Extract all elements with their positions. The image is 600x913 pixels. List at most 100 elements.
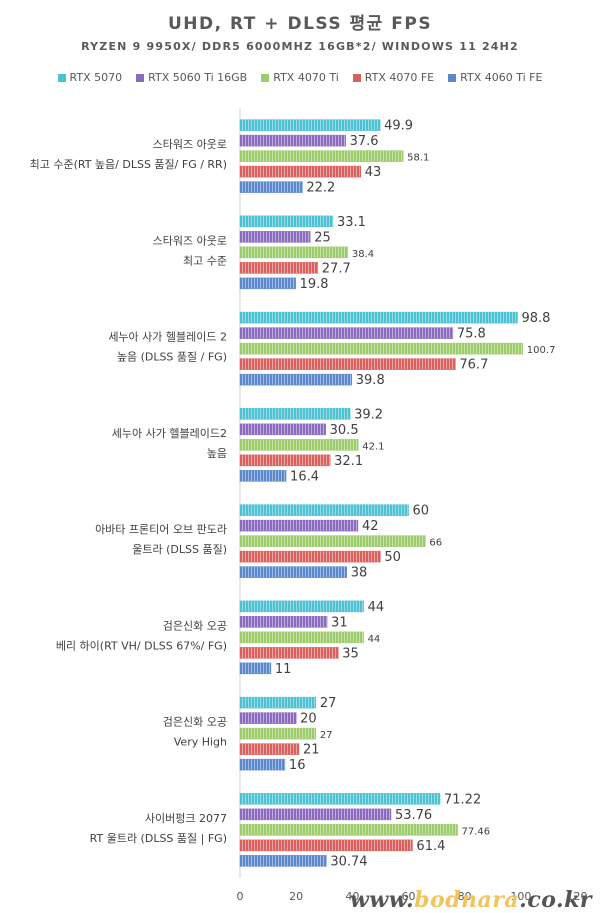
- data-label: 35: [342, 646, 359, 661]
- category-label: 사이버펑크 2077: [145, 812, 227, 825]
- bar: [239, 231, 311, 243]
- category-label: 세누아 사가 헬블레이드 2: [108, 331, 227, 344]
- legend-label: RTX 5060 Ti 16GB: [148, 71, 248, 84]
- data-label: 16: [289, 758, 306, 773]
- bar: [239, 134, 346, 147]
- data-label: 33.1: [337, 215, 366, 230]
- data-label: 30.74: [330, 854, 367, 869]
- legend-label: RTX 5070: [69, 71, 123, 84]
- bar: [239, 311, 518, 324]
- data-label: 30.5: [330, 423, 359, 438]
- legend-swatch: [57, 73, 66, 82]
- legend-swatch: [448, 73, 457, 82]
- x-tick-label: 80: [458, 890, 472, 903]
- category-label: 최고 수준: [183, 254, 227, 267]
- bar: [239, 550, 381, 563]
- bar: [239, 855, 327, 867]
- data-label: 32.1: [334, 454, 363, 469]
- legend-label: RTX 4070 FE: [364, 71, 435, 84]
- legend-swatch: [136, 73, 145, 82]
- data-label: 100.7: [527, 345, 556, 356]
- data-label: 38: [351, 566, 368, 581]
- data-label: 31: [331, 615, 348, 630]
- category-label: 울트라 (DLSS 품질): [132, 543, 227, 556]
- legend-item: RTX 4070 FE: [352, 71, 435, 84]
- data-label: 77.46: [462, 826, 491, 837]
- chart-title: UHD, RT + DLSS 평균 FPS: [167, 14, 433, 34]
- bar: [239, 824, 458, 836]
- bar: [239, 327, 454, 339]
- data-label: 50: [384, 550, 401, 565]
- data-label: 61.4: [416, 839, 445, 854]
- bar: [239, 262, 319, 274]
- legend-item: RTX 4070 Ti: [261, 71, 339, 84]
- data-label: 53.76: [395, 808, 432, 823]
- chart-subtitle: RYZEN 9 9950X/ DDR5 6000MHZ 16GB*2/ WIND…: [81, 40, 519, 53]
- data-label: 42.1: [362, 441, 384, 452]
- bar: [239, 342, 524, 355]
- bar: [239, 743, 300, 755]
- data-label: 44: [368, 634, 381, 645]
- bar: [239, 373, 353, 386]
- legend: RTX 5070 RTX 5060 Ti 16GB RTX 4070 Ti RTX 4…: [0, 71, 600, 84]
- bar: [239, 358, 456, 370]
- x-tick-label: 120: [567, 890, 588, 903]
- bar: [239, 246, 349, 259]
- legend-swatch: [352, 73, 361, 82]
- data-label: 60: [413, 504, 430, 519]
- data-label: 71.22: [444, 792, 481, 807]
- category-label: 검은신화 오공: [163, 716, 227, 729]
- data-label: 22.2: [306, 181, 335, 196]
- bar: [239, 600, 364, 613]
- legend-item: RTX 4060 Ti FE: [448, 71, 542, 84]
- legend-item: RTX 5070: [57, 71, 123, 84]
- bar: [239, 631, 364, 644]
- bar: [239, 712, 297, 724]
- x-tick-label: 0: [237, 890, 244, 903]
- bar: [239, 519, 359, 532]
- bar: [239, 504, 409, 516]
- bar: [239, 119, 381, 131]
- legend-label: RTX 4070 Ti: [273, 71, 339, 84]
- bar: [239, 758, 286, 771]
- bar: [239, 181, 303, 193]
- bar: [239, 793, 441, 805]
- category-label: 검은신화 오공: [163, 619, 227, 632]
- data-label: 20: [300, 712, 317, 727]
- bar: [239, 839, 413, 852]
- data-label: 39.2: [354, 407, 383, 422]
- bar: [239, 616, 328, 628]
- bar: [239, 696, 317, 709]
- data-label: 19.8: [300, 277, 329, 292]
- category-label: 높음 (DLSS 품질 / FG): [117, 351, 227, 364]
- category-label: 세누아 사가 헬블레이드2: [112, 427, 227, 440]
- category-label: 스타워즈 아웃로: [153, 234, 227, 247]
- watermark-accent: bodnara: [414, 887, 520, 913]
- bar: [239, 470, 287, 482]
- x-tick-label: 100: [510, 890, 531, 903]
- bar: [239, 454, 331, 467]
- legend-label: RTX 4060 Ti FE: [460, 71, 543, 84]
- data-label: 21: [303, 743, 320, 758]
- watermark-prefix: www.: [349, 887, 415, 913]
- x-tick-label: 40: [345, 890, 359, 903]
- bar: [239, 727, 317, 740]
- bar: [239, 535, 426, 547]
- category-label: Very High: [174, 736, 227, 749]
- data-label: 39.8: [356, 373, 385, 388]
- bar: [239, 277, 296, 290]
- data-label: 58.1: [407, 153, 429, 164]
- data-label: 37.6: [350, 134, 379, 149]
- data-label: 16.4: [290, 469, 319, 484]
- bar: [239, 215, 334, 228]
- data-label: 66: [429, 538, 442, 549]
- bar: [239, 647, 339, 659]
- data-label: 11: [275, 662, 292, 677]
- bar: [239, 808, 392, 821]
- x-tick-label: 20: [289, 890, 303, 903]
- category-label: 아바타 프론티어 오브 판도라: [95, 523, 227, 536]
- bar: [239, 662, 272, 675]
- category-label: 최고 수준(RT 높음/ DLSS 품질/ FG / RR): [30, 158, 227, 171]
- bar: [239, 408, 351, 420]
